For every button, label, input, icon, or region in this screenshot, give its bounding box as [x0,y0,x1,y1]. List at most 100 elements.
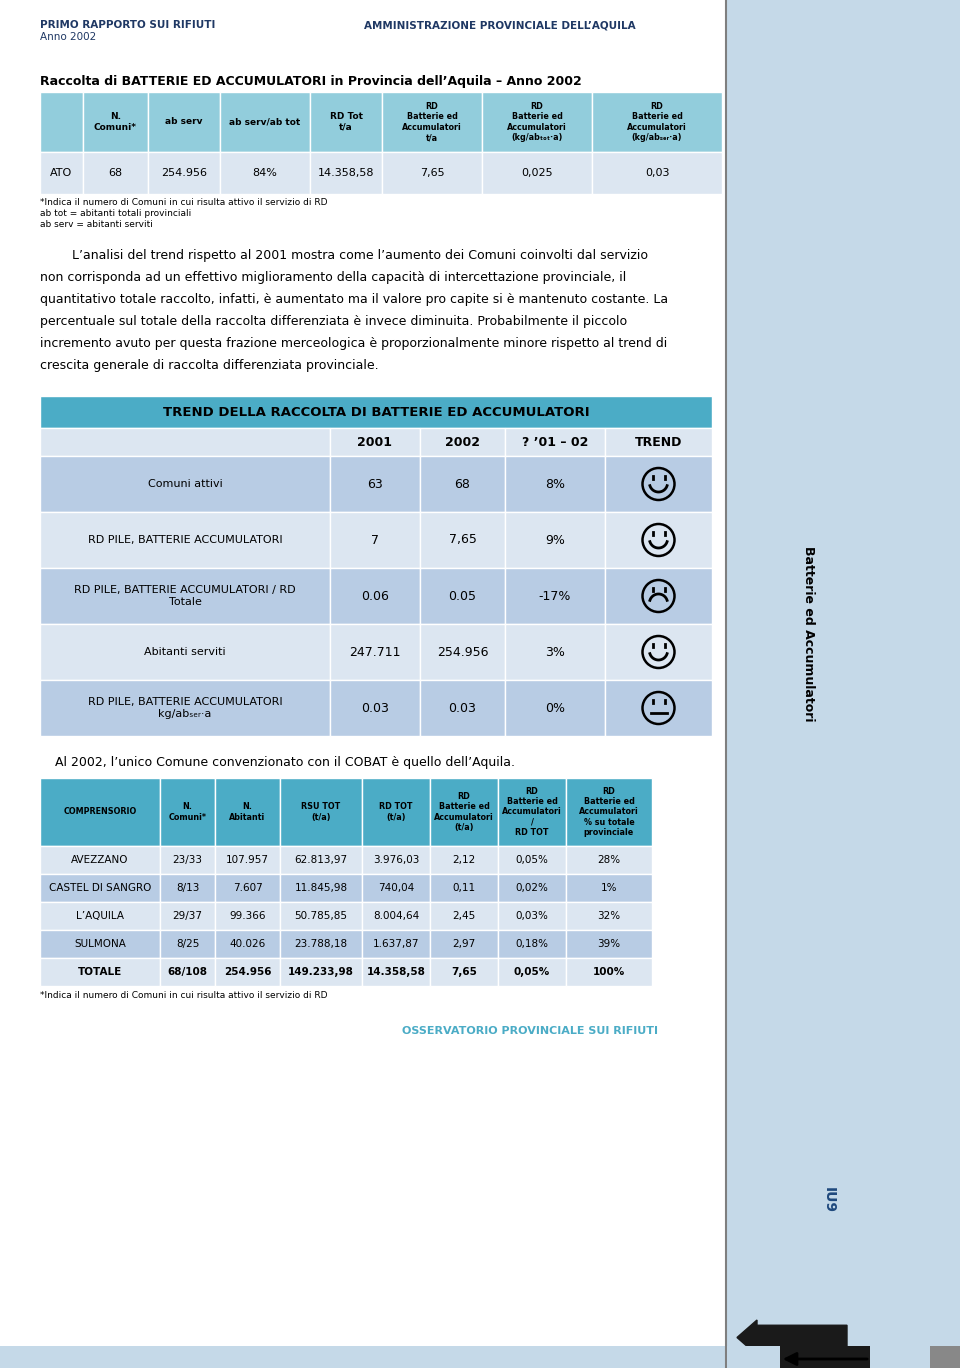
Bar [498,874,566,902]
Bar [566,930,652,958]
Text: Comuni attivi: Comuni attivi [148,479,223,488]
Bar [382,92,482,152]
Bar [40,428,330,456]
Text: ab serv/ab tot: ab serv/ab tot [229,118,300,126]
Text: 9%: 9% [545,534,564,546]
Bar [930,1346,960,1368]
Bar [40,395,712,428]
Text: 29/37: 29/37 [173,911,203,921]
Text: RSU TOT
(t/a): RSU TOT (t/a) [301,802,341,822]
Bar [40,874,160,902]
Bar [362,778,430,845]
Bar [160,778,215,845]
Bar [498,778,566,845]
Text: ab tot = abitanti totali provinciali: ab tot = abitanti totali provinciali [40,209,191,218]
Text: 28%: 28% [597,855,620,865]
Text: 7,65: 7,65 [448,534,476,546]
Bar [780,1346,870,1368]
Bar [362,845,430,874]
Bar [215,902,280,930]
Text: 3.976,03: 3.976,03 [372,855,420,865]
Bar [310,92,382,152]
Text: RD PILE, BATTERIE ACCUMULATORI / RD
Totale: RD PILE, BATTERIE ACCUMULATORI / RD Tota… [74,586,296,607]
Text: N.
Comuni*: N. Comuni* [169,802,206,822]
Text: ab serv: ab serv [165,118,203,126]
Text: 14.358,58: 14.358,58 [367,967,425,977]
Text: 23.788,18: 23.788,18 [295,938,348,949]
Bar [280,778,362,845]
Bar [727,1346,780,1368]
Text: PRIMO RAPPORTO SUI RIFIUTI: PRIMO RAPPORTO SUI RIFIUTI [40,21,215,30]
Bar [430,778,498,845]
Text: RD
Batterie ed
Accumulatori
(kg/abₜₒₜ·a): RD Batterie ed Accumulatori (kg/abₜₒₜ·a) [507,101,566,142]
Text: 8/13: 8/13 [176,882,199,893]
Text: RD
Batterie ed
Accumulatori
/
RD TOT: RD Batterie ed Accumulatori / RD TOT [502,787,562,837]
Bar [566,958,652,986]
Text: 11.845,98: 11.845,98 [295,882,348,893]
Text: ab serv = abitanti serviti: ab serv = abitanti serviti [40,220,153,228]
Text: N.
Abitanti: N. Abitanti [229,802,266,822]
Text: OSSERVATORIO PROVINCIALE SUI RIFIUTI: OSSERVATORIO PROVINCIALE SUI RIFIUTI [402,1026,658,1036]
Text: 0,02%: 0,02% [516,882,548,893]
Bar [362,958,430,986]
Bar [280,845,362,874]
Bar [420,456,505,512]
Text: 149.233,98: 149.233,98 [288,967,354,977]
Bar [605,568,712,624]
Text: 0,025: 0,025 [521,168,553,178]
Text: 99.366: 99.366 [229,911,266,921]
Bar [160,902,215,930]
Text: RD PILE, BATTERIE ACCUMULATORI: RD PILE, BATTERIE ACCUMULATORI [87,535,282,544]
Text: 0,05%: 0,05% [516,855,548,865]
Text: RD
Batterie ed
Accumulatori
(t/a): RD Batterie ed Accumulatori (t/a) [434,792,493,832]
Bar [498,958,566,986]
Text: quantitativo totale raccolto, infatti, è aumentato ma il valore pro capite si è : quantitativo totale raccolto, infatti, è… [40,293,668,306]
Bar [40,624,330,680]
Bar [160,845,215,874]
Text: 254.956: 254.956 [224,967,272,977]
Text: IU9: IU9 [822,1187,835,1213]
Bar [330,456,420,512]
Text: 2002: 2002 [445,435,480,449]
Bar [566,874,652,902]
FancyArrow shape [737,1320,847,1354]
Text: RD
Batterie ed
Accumulatori
(kg/abₛₑᵣ·a): RD Batterie ed Accumulatori (kg/abₛₑᵣ·a) [627,101,686,142]
Text: 247.711: 247.711 [349,646,400,658]
Bar [280,874,362,902]
Bar [40,152,83,194]
Text: 0,03: 0,03 [645,168,669,178]
Bar [362,930,430,958]
Text: N.
Comuni*: N. Comuni* [94,112,137,131]
Text: 23/33: 23/33 [173,855,203,865]
Bar [330,568,420,624]
Bar [280,902,362,930]
Text: 63: 63 [367,477,383,491]
Text: 254.956: 254.956 [437,646,489,658]
Bar [83,92,148,152]
Bar [330,512,420,568]
Text: percentuale sul totale della raccolta differenziata è invece diminuita. Probabil: percentuale sul totale della raccolta di… [40,315,627,328]
Text: 1.637,87: 1.637,87 [372,938,420,949]
Text: 2001: 2001 [357,435,393,449]
Text: 0,05%: 0,05% [514,967,550,977]
Bar [362,874,430,902]
Text: SULMONA: SULMONA [74,938,126,949]
Text: *Indica il numero di Comuni in cui risulta attivo il servizio di RD: *Indica il numero di Comuni in cui risul… [40,990,327,1000]
Text: ATO: ATO [50,168,73,178]
Bar [505,428,605,456]
Text: 7,65: 7,65 [451,967,477,977]
Text: 0.03: 0.03 [448,702,476,714]
Text: AVEZZANO: AVEZZANO [71,855,129,865]
Bar [148,152,220,194]
Text: 50.785,85: 50.785,85 [295,911,348,921]
Text: 107.957: 107.957 [226,855,269,865]
Bar [330,624,420,680]
Text: 0,18%: 0,18% [516,938,548,949]
Bar [505,624,605,680]
Text: 3%: 3% [545,646,564,658]
Bar [605,512,712,568]
Text: RD
Batterie ed
Accumulatori
% su totale
provinciale: RD Batterie ed Accumulatori % su totale … [579,787,638,837]
Bar [420,680,505,736]
Text: 84%: 84% [252,168,277,178]
Bar [498,930,566,958]
